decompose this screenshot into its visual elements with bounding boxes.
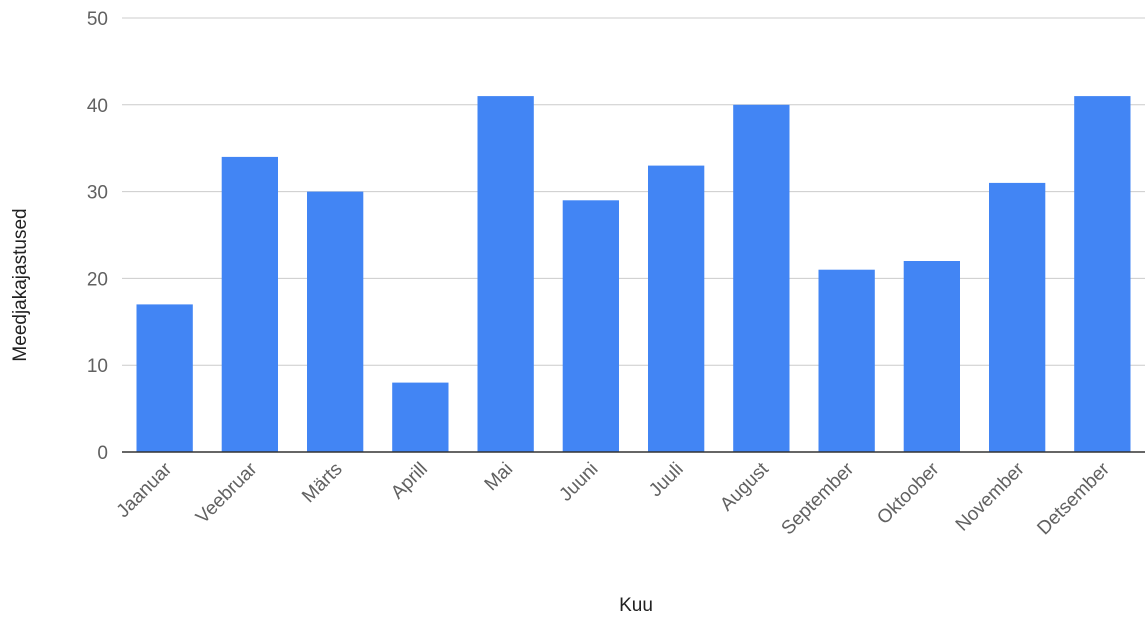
y-tick-label: 50	[87, 9, 108, 30]
bar-aprill	[392, 382, 449, 452]
x-tick-label: Detsember	[1033, 458, 1114, 539]
y-tick-label: 20	[87, 269, 108, 290]
bar-september	[818, 269, 875, 452]
y-tick-label: 40	[87, 96, 108, 117]
x-tick-label: September	[778, 458, 859, 539]
y-tick-label: 30	[87, 183, 108, 204]
y-axis-title: Meedjakajastused	[10, 208, 31, 361]
bar-mai	[477, 96, 534, 452]
bars	[136, 96, 1131, 453]
x-tick-label: Juuni	[555, 459, 602, 506]
bar-november	[989, 182, 1046, 452]
bar-august	[733, 104, 790, 453]
y-tick-label: 0	[97, 443, 108, 464]
x-axis-title: Kuu	[619, 595, 653, 616]
bar-märts	[307, 191, 364, 452]
x-tick-label: Juuli	[645, 459, 687, 501]
bar-jaanuar	[136, 304, 193, 452]
x-axis-ticks: Jaanuar Veebruar Märts Aprill Mai Juuni Juuli A…	[113, 458, 1115, 539]
bar-veebruar	[221, 156, 278, 452]
x-tick-label: Märts	[298, 459, 346, 507]
x-tick-label: Veebruar	[192, 458, 262, 528]
x-tick-label: November	[952, 458, 1029, 535]
x-tick-label: August	[716, 458, 773, 515]
x-tick-label: Mai	[481, 459, 518, 496]
bar-juuli	[648, 165, 705, 452]
x-tick-label: Aprill	[387, 459, 432, 504]
bar-detsember	[1074, 96, 1131, 452]
gridlines	[122, 17, 1145, 366]
y-axis-ticks: 0 10 20 30 40 50	[87, 9, 108, 464]
x-tick-label: Oktoober	[873, 458, 944, 529]
bar-oktoober	[903, 261, 960, 452]
x-tick-label: Jaanuar	[113, 458, 177, 522]
bar-juuni	[562, 200, 619, 452]
y-tick-label: 10	[87, 356, 108, 377]
